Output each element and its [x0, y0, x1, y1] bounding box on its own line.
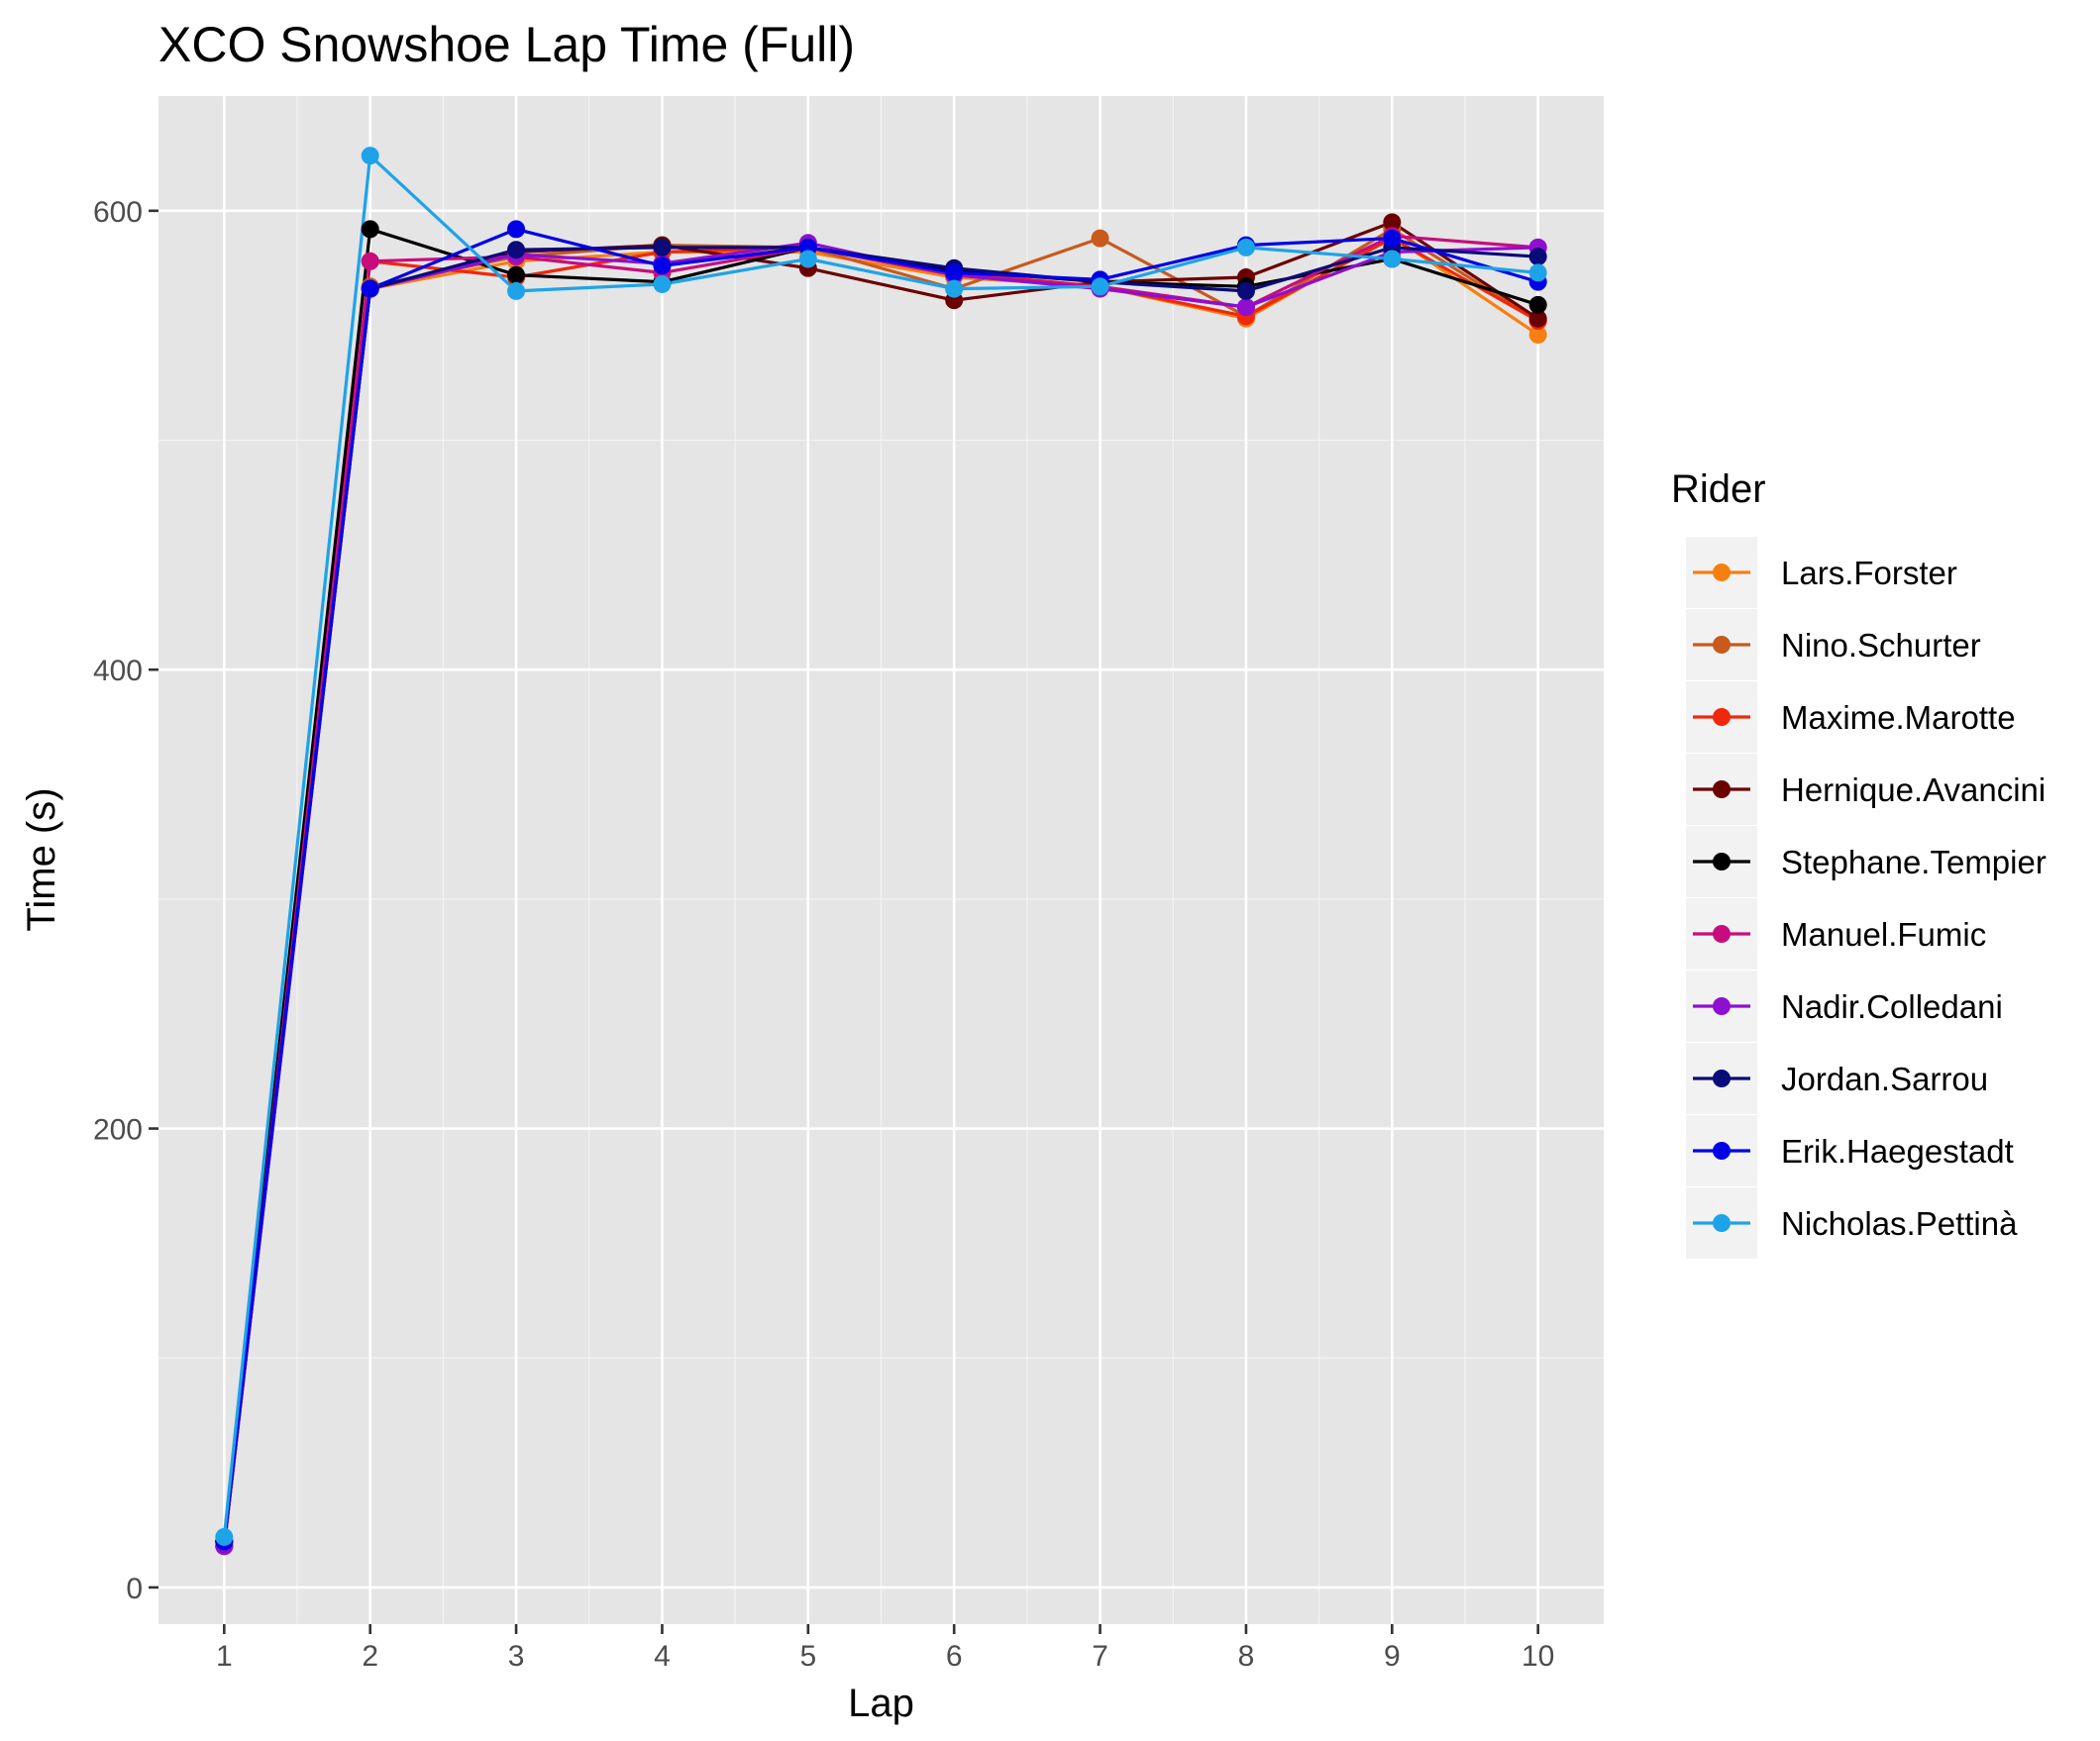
data-point-8-4 [653, 238, 672, 256]
data-point-10-8 [1236, 238, 1255, 256]
y-axis-title: Time (s) [20, 787, 63, 931]
data-point-2-7 [1091, 229, 1109, 248]
series-lines [222, 154, 1539, 1547]
data-point-5-10 [1528, 295, 1547, 314]
x-tick-label: 9 [1384, 1640, 1401, 1673]
data-point-8-10 [1528, 248, 1547, 266]
data-point-8-3 [507, 241, 526, 259]
data-point-4-10 [1528, 309, 1547, 328]
data-point-10-2 [361, 147, 379, 165]
x-tick-label: 8 [1238, 1640, 1255, 1673]
legend-label: Nicholas.Pettinà [1781, 1205, 2018, 1242]
series-line-8 [222, 246, 1538, 1542]
y-tick-label: 0 [126, 1573, 143, 1605]
legend-key-point [1713, 925, 1731, 943]
y-tick-label: 600 [93, 196, 143, 229]
legend-key-point [1713, 780, 1731, 798]
legend-label: Lars.Forster [1781, 555, 1957, 591]
legend: Lars.Forster Nino.Schurter Maxime.Marotte H… [1686, 537, 2047, 1259]
major-gridlines [158, 96, 1604, 1624]
chart-title: XCO Snowshoe Lap Time (Full) [158, 17, 855, 72]
x-tick-label: 4 [654, 1640, 671, 1673]
x-axis: 1 2 3 4 5 6 7 8 9 10 [216, 1624, 1554, 1673]
x-tick-label: 2 [362, 1640, 378, 1673]
data-point-9-9 [1383, 229, 1402, 248]
y-tick-label: 400 [93, 655, 143, 687]
data-point-10-6 [945, 279, 964, 298]
legend-key-point [1713, 1214, 1731, 1232]
legend-label: Jordan.Sarrou [1781, 1061, 1988, 1097]
legend-label: Nadir.Colledani [1781, 988, 2003, 1025]
data-point-9-2 [361, 279, 379, 298]
legend-label: Maxime.Marotte [1781, 699, 2016, 736]
series-line-10 [222, 154, 1538, 1538]
x-tick-label: 3 [508, 1640, 525, 1673]
y-axis: 0 200 400 600 [93, 196, 158, 1605]
data-point-10-9 [1383, 250, 1402, 268]
x-tick-label: 7 [1092, 1640, 1108, 1673]
legend-label: Stephane.Tempier [1781, 844, 2047, 880]
data-point-10-3 [507, 281, 526, 300]
data-point-4-9 [1383, 213, 1402, 232]
legend-title: Rider [1671, 467, 1766, 511]
legend-key-point [1713, 1142, 1731, 1160]
series-line-9 [222, 227, 1539, 1542]
data-point-5-3 [507, 265, 526, 284]
data-point-10-1 [215, 1527, 234, 1546]
data-point-9-6 [945, 263, 964, 282]
data-point-5-2 [361, 220, 379, 239]
legend-key-point [1713, 708, 1731, 726]
data-point-7-8 [1236, 298, 1255, 317]
legend-key-point [1713, 1070, 1731, 1087]
x-tick-label: 5 [799, 1640, 816, 1673]
legend-key-point [1713, 563, 1731, 581]
x-axis-title: Lap [848, 1682, 914, 1725]
series-points [215, 147, 1547, 1556]
data-point-9-4 [653, 256, 672, 275]
data-point-10-10 [1528, 263, 1547, 282]
x-tick-label: 6 [946, 1640, 963, 1673]
legend-label: Erik.Haegestadt [1781, 1133, 2014, 1170]
data-point-9-3 [507, 220, 526, 239]
legend-key-point [1713, 853, 1731, 870]
data-point-8-8 [1236, 281, 1255, 300]
legend-label: Nino.Schurter [1781, 627, 1981, 664]
y-tick-label: 200 [93, 1114, 143, 1147]
legend-label: Manuel.Fumic [1781, 916, 1986, 953]
minor-gridlines [158, 96, 1604, 1624]
legend-key-point [1713, 997, 1731, 1015]
legend-key-point [1713, 636, 1731, 654]
x-tick-label: 1 [216, 1640, 233, 1673]
data-point-10-5 [798, 250, 817, 268]
data-point-10-7 [1091, 277, 1109, 296]
data-point-1-10 [1528, 325, 1547, 344]
legend-label: Hernique.Avancini [1781, 771, 2046, 808]
data-point-6-2 [361, 252, 379, 270]
x-tick-label: 10 [1522, 1640, 1554, 1673]
data-point-10-4 [653, 274, 672, 293]
